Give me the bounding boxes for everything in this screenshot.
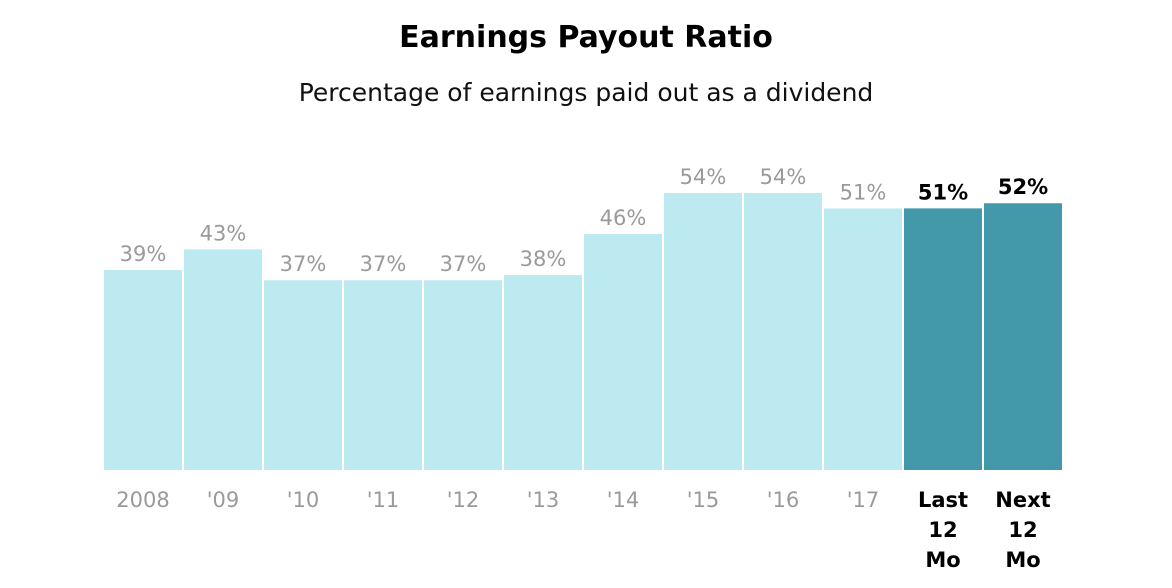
category-label-10: '17 (847, 488, 880, 512)
value-label-10: 51% (840, 180, 887, 204)
bar-5 (424, 280, 502, 470)
category-label-11: Last 12 Mo (918, 488, 968, 572)
category-label-7: '14 (607, 488, 640, 512)
value-label-3: 37% (280, 252, 327, 276)
bar-11 (904, 208, 982, 470)
category-label-12: Next 12 Mo (995, 488, 1050, 572)
value-label-7: 46% (600, 206, 647, 230)
category-label-8: '15 (687, 488, 720, 512)
value-label-2: 43% (200, 221, 247, 245)
bar-7 (584, 234, 662, 470)
value-label-12: 52% (998, 175, 1048, 199)
chart-subtitle: Percentage of earnings paid out as a div… (298, 78, 874, 107)
value-label-4: 37% (360, 252, 407, 276)
bar-12 (984, 203, 1062, 471)
category-label-3: '10 (287, 488, 320, 512)
value-label-5: 37% (440, 252, 487, 276)
category-label-6: '13 (527, 488, 560, 512)
category-label-1: 2008 (116, 488, 169, 512)
bar-8 (664, 192, 742, 471)
value-label-9: 54% (760, 165, 807, 189)
value-label-11: 51% (918, 180, 968, 204)
bar-4 (344, 280, 422, 470)
category-label-5: '12 (447, 488, 480, 512)
bar-6 (504, 275, 582, 470)
category-label-4: '11 (367, 488, 400, 512)
bar-10 (824, 208, 902, 470)
category-label-2: '09 (207, 488, 240, 512)
chart-title: Earnings Payout Ratio (399, 20, 773, 55)
value-label-1: 39% (120, 242, 167, 266)
bar-9 (744, 192, 822, 471)
bar-2 (184, 249, 262, 470)
value-label-8: 54% (680, 165, 727, 189)
bar-3 (264, 280, 342, 470)
value-label-6: 38% (520, 247, 567, 271)
category-label-9: '16 (767, 488, 800, 512)
bar-1 (104, 269, 182, 470)
